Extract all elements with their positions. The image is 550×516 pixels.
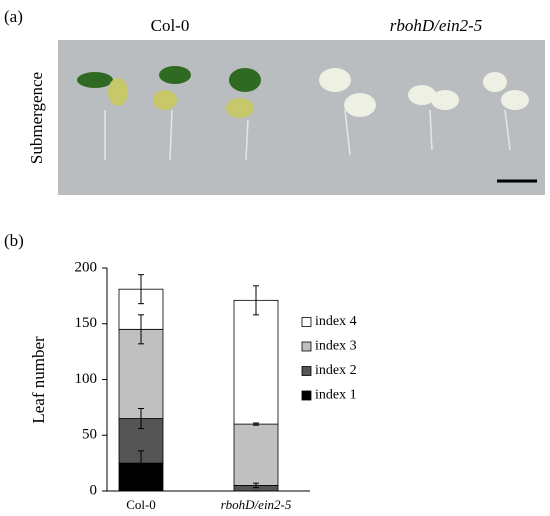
column-label: Col-0 [151,16,190,35]
error-bar [253,422,259,426]
y-tick-label: 50 [82,427,97,443]
seedlings-green [77,66,261,118]
error-bar [138,274,144,305]
y-tick-label: 150 [75,315,98,331]
panel-label: (b) [4,231,24,250]
photo-background [58,40,545,195]
legend-label: index 4 [315,314,357,329]
leaf [153,90,177,110]
root [344,109,351,156]
leaf [344,93,376,117]
legend-label: index 1 [315,388,357,403]
error-bar [138,450,144,476]
x-tick-label: rbohD/ein2-5 [221,497,292,512]
legend-swatch [301,366,312,376]
legend-swatch [301,390,312,401]
error-bar [138,407,144,430]
leaf [408,85,436,105]
leaf [226,98,254,118]
row-label: Submergence [27,72,46,164]
root [169,109,173,161]
y-tick-label: 200 [75,259,98,275]
panel-label: (a) [4,7,23,26]
leaf [108,78,128,106]
leaf [159,66,191,84]
legend-swatch [301,317,312,327]
seedlings-pale [319,68,529,117]
y-tick-label: 100 [75,371,98,387]
leaf [431,90,459,110]
y-tick-label: 0 [90,482,98,498]
error-bar [253,285,259,316]
y-axis-label: Leaf number [29,336,48,424]
leaf [229,68,261,92]
bar-segment [233,423,279,486]
legend-swatch [301,341,312,352]
roots [104,109,511,161]
root [429,109,433,151]
column-label: rbohD/ein2-5 [390,16,483,35]
bar-segment [233,299,279,425]
leaf [319,68,351,92]
error-bar [138,314,144,345]
leaf [501,90,529,110]
legend-label: index 2 [315,363,357,378]
leaf [77,72,113,88]
error-bar [253,482,259,489]
leaf [483,72,507,92]
root [245,119,249,161]
x-tick-label: Col-0 [126,497,156,512]
root [504,109,511,151]
photo [58,40,545,195]
legend-label: index 3 [315,339,357,354]
